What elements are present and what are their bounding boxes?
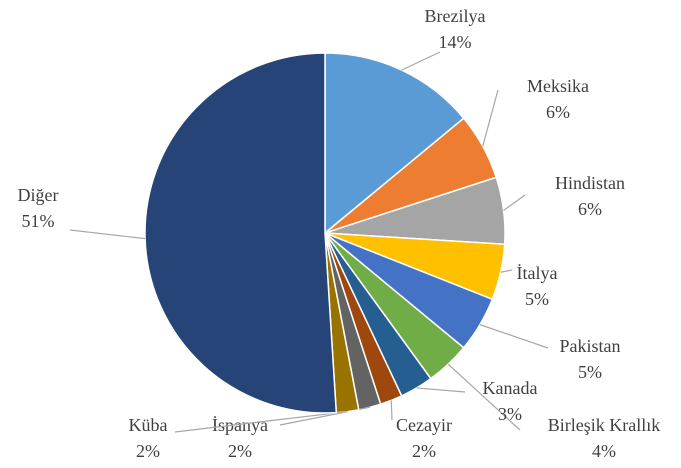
- leader-line: [174, 410, 348, 433]
- slice-value-label: 4%: [592, 441, 616, 461]
- slice-label: Kanada: [483, 378, 538, 398]
- slice-value-label: 2%: [412, 441, 436, 461]
- slice-value-label: 6%: [578, 199, 602, 219]
- leader-line: [390, 400, 393, 421]
- slice-label: Küba: [129, 415, 168, 435]
- slice-label: Birleşik Krallık: [548, 415, 660, 435]
- slice-value-label: 5%: [578, 362, 602, 382]
- slice-value-label: 6%: [546, 102, 570, 122]
- slice-value-label: 14%: [439, 32, 472, 52]
- leader-line: [482, 89, 499, 147]
- slice-value-label: 5%: [525, 289, 549, 309]
- leader-line: [401, 51, 441, 71]
- slice-label: İspanya: [212, 415, 268, 435]
- leader-line: [69, 229, 146, 240]
- pie-slice: [324, 52, 465, 235]
- pie-slice: [144, 52, 338, 414]
- slice-label: Brezilya: [425, 6, 486, 26]
- slice-value-label: 3%: [498, 404, 522, 424]
- leader-line: [447, 363, 521, 431]
- slice-label: Cezayir: [396, 415, 452, 435]
- slice-label: Pakistan: [560, 336, 621, 356]
- leader-line: [416, 387, 466, 393]
- slice-value-label: 51%: [22, 211, 55, 231]
- slice-label: Diğer: [18, 185, 59, 205]
- leader-line: [503, 194, 526, 211]
- leader-line: [479, 324, 549, 349]
- slice-value-label: 2%: [136, 441, 160, 461]
- slice-label: İtalya: [517, 263, 558, 283]
- slice-value-label: 2%: [228, 441, 252, 461]
- slice-label: Hindistan: [555, 173, 625, 193]
- slice-label: Meksika: [527, 76, 589, 96]
- leader-line: [500, 269, 513, 273]
